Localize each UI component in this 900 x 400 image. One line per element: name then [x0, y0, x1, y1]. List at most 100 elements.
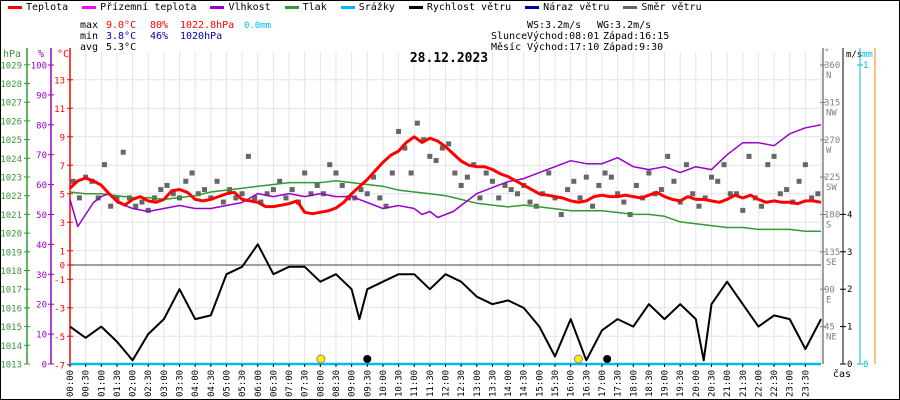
stats-min-row: min 3.8°C 46% 1020hPa: [80, 31, 222, 42]
mm-axis-label: mm: [862, 50, 873, 60]
hpa-tick-label: 1018: [0, 267, 22, 277]
mm-tick-label: 1: [863, 61, 868, 71]
mm-tick-label: 0: [863, 360, 868, 370]
direction-point: [602, 170, 608, 176]
direction-point: [590, 203, 596, 209]
direction-point: [765, 162, 771, 168]
percent-tick-label: 50: [36, 211, 47, 221]
x-tick-label: 03:00: [160, 370, 170, 397]
x-tick-label: 00:30: [82, 370, 92, 397]
hpa-tick-label: 1029: [0, 61, 22, 71]
direction-point: [377, 195, 383, 201]
direction-point: [164, 182, 170, 188]
chart-title: 28.12.2023: [410, 51, 488, 66]
x-tick-label: 01:00: [97, 370, 107, 397]
direction-point: [727, 191, 733, 197]
direction-point: [383, 203, 389, 209]
stats-min-humidity: 46%: [150, 31, 169, 42]
direction-point: [139, 199, 145, 205]
legend-swatch: [8, 5, 22, 9]
x-tick-label: 13:00: [473, 370, 483, 397]
legend-item: Vlhkost: [210, 2, 271, 13]
direction-point: [702, 195, 708, 201]
x-tick-label: 06:00: [254, 370, 264, 397]
x-tick-label: 03:30: [176, 370, 186, 397]
direction-point: [696, 203, 702, 209]
celsius-tick-label: 3: [60, 219, 65, 229]
celsius-tick-label: 1: [60, 247, 65, 257]
stats-min-temp: 3.8°C: [106, 31, 137, 42]
direction-point: [358, 187, 364, 193]
direction-point: [264, 191, 270, 197]
x-tick-label: 10:00: [379, 370, 389, 397]
x-tick-label: 06:30: [269, 370, 279, 397]
direction-point: [95, 195, 101, 201]
hpa-tick-label: 1019: [0, 248, 22, 258]
x-tick-label: 19:00: [661, 370, 671, 397]
x-tick-label: 22:00: [754, 370, 764, 397]
astro-markers: [316, 354, 612, 364]
moonrise-time: Východ:17:10: [527, 42, 600, 53]
legend-item: Teplota: [8, 2, 68, 13]
direction-point: [195, 191, 201, 197]
direction-point: [427, 153, 433, 159]
direction-point: [508, 187, 514, 193]
legend-item: Směr větru: [623, 2, 702, 13]
stats-max-row: max 9.0°C 80% 1022.8hPa 0.0mm: [80, 20, 271, 32]
direction-point: [289, 187, 295, 193]
stats-avg-row: avg 5.3°C: [80, 42, 136, 53]
hpa-tick-label: 1022: [0, 192, 22, 202]
wind-speed-line: [69, 243, 822, 362]
percent-tick-label: 0: [42, 361, 47, 371]
ms-tick-label: 0: [847, 360, 852, 370]
legend-item: Přízemní teplota: [82, 2, 196, 13]
hpa-tick-label: 1025: [0, 136, 22, 146]
legend-label: Rychlost větru: [426, 2, 512, 13]
percent-axis-label: %: [38, 49, 44, 60]
stats-max-humidity: 80%: [150, 20, 169, 31]
direction-tick-label: 90: [824, 285, 835, 295]
direction-point: [439, 145, 445, 151]
direction-point: [239, 191, 245, 197]
legend-swatch: [623, 5, 638, 9]
x-tick-label: 23:00: [786, 370, 796, 397]
wind-info-row: WS:3.2m/s WG:3.2m/s: [527, 20, 651, 31]
direction-tick-dir: W: [826, 146, 832, 156]
x-tick-label: 16:30: [582, 370, 592, 397]
x-tick-label: 07:00: [285, 370, 295, 397]
direction-point: [364, 191, 370, 197]
direction-point: [183, 178, 189, 184]
direction-tick-dir: SE: [826, 258, 837, 268]
direction-point: [252, 195, 258, 201]
x-axis-ticks: 00:00 00:30 01:00 01:30 02:00 02:30 03:00 03:30…: [66, 364, 811, 397]
celsius-tick-label: 5: [60, 190, 65, 200]
hpa-tick-label: 1013: [0, 361, 22, 371]
direction-point: [258, 199, 264, 205]
stats-max-pressure: 1022.8hPa: [180, 20, 235, 31]
moonset-icon: [363, 355, 372, 363]
celsius-tick-label: -5: [54, 333, 65, 343]
hpa-tick-label: 1021: [0, 211, 22, 221]
direction-point: [715, 178, 721, 184]
moon-label: Měsíc: [491, 42, 522, 53]
legend-item: Srážky: [340, 2, 395, 13]
x-tick-label: 17:30: [614, 370, 624, 397]
direction-point: [565, 187, 571, 193]
direction-point: [108, 203, 114, 209]
percent-tick-label: 90: [36, 91, 47, 101]
direction-point: [759, 203, 765, 209]
direction-point: [746, 153, 752, 159]
x-tick-label: 02:30: [144, 370, 154, 397]
percent-tick-label: 20: [36, 301, 47, 311]
direction-point: [452, 170, 458, 176]
direction-point: [740, 207, 746, 213]
x-tick-label: 21:00: [723, 370, 733, 397]
hpa-tick-label: 1024: [0, 155, 22, 165]
stats-min-pressure: 1020hPa: [180, 31, 223, 42]
x-tick-label: 08:30: [332, 370, 342, 397]
legend-label: Náraz větru: [543, 2, 610, 13]
legend-swatch: [284, 5, 299, 9]
legend: Teplota Přízemní teplota Vlhkost Tlak Srážky…: [8, 2, 716, 13]
axes: hPa1013101410151016101710181019102010211…: [0, 48, 876, 371]
